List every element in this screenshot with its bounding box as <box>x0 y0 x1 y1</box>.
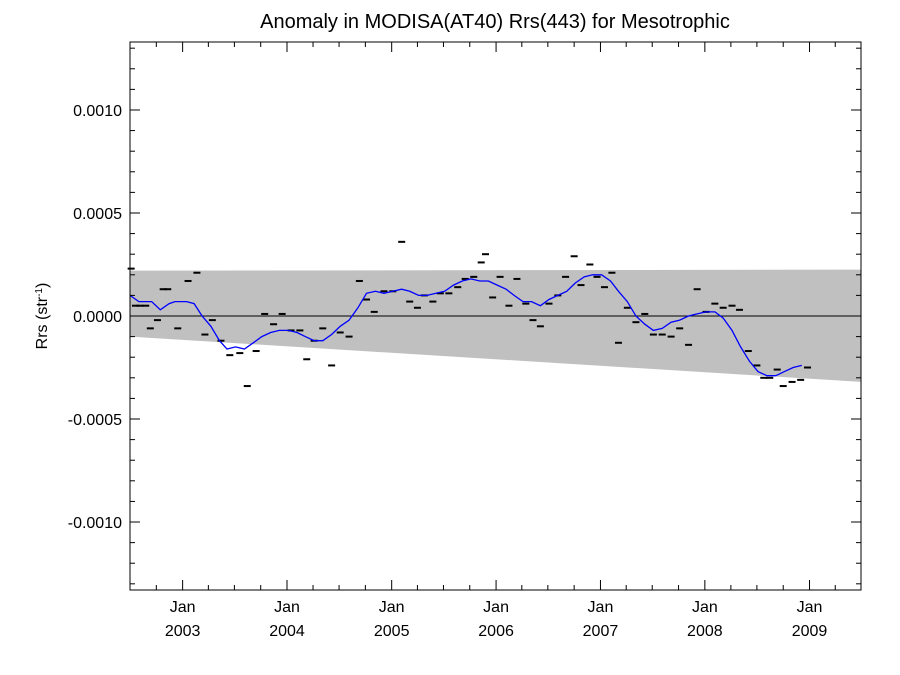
y-axis-label-close: ) <box>34 283 51 288</box>
y-tick-label: -0.0005 <box>68 412 122 429</box>
y-tick-label: 0.0010 <box>73 103 122 120</box>
x-tick-label-month: Jan <box>483 599 509 616</box>
x-tick-label-month: Jan <box>588 599 614 616</box>
x-axis: Jan 2003 Jan 2004 Jan 2005 Jan 2006 Jan 2007 Jan 20… <box>129 42 836 640</box>
x-tick-label-year: 2006 <box>478 623 514 640</box>
chart-title: Anomaly in MODISA(AT40) Rrs(443) for Mes… <box>260 11 730 33</box>
x-tick-label-year: 2003 <box>165 623 201 640</box>
x-tick-label-month: Jan <box>379 599 405 616</box>
x-tick-label-month: Jan <box>797 599 823 616</box>
uncertainty-band <box>130 269 861 382</box>
y-tick-label: 0.0000 <box>73 309 122 326</box>
x-tick-label-month: Jan <box>274 599 300 616</box>
y-tick-label: 0.0005 <box>73 206 122 223</box>
x-tick-label-year: 2009 <box>792 623 828 640</box>
x-tick-label-month: Jan <box>170 599 196 616</box>
y-axis-label: Rrs (str-1) <box>34 283 52 350</box>
x-tick-label-year: 2004 <box>269 623 305 640</box>
y-axis: 0.0010 0.0005 0.0000 -0.0005 -0.0010 <box>68 47 861 585</box>
y-axis-label-main: Rrs (str <box>34 296 51 349</box>
plot-area <box>127 41 862 591</box>
x-tick-label-year: 2005 <box>374 623 410 640</box>
y-tick-label: -0.0010 <box>68 515 122 532</box>
x-tick-label-year: 2007 <box>583 623 619 640</box>
x-tick-label-year: 2008 <box>687 623 723 640</box>
x-tick-label-month: Jan <box>692 599 718 616</box>
y-axis-label-sup: -1 <box>34 288 45 297</box>
trend-line <box>129 274 802 377</box>
